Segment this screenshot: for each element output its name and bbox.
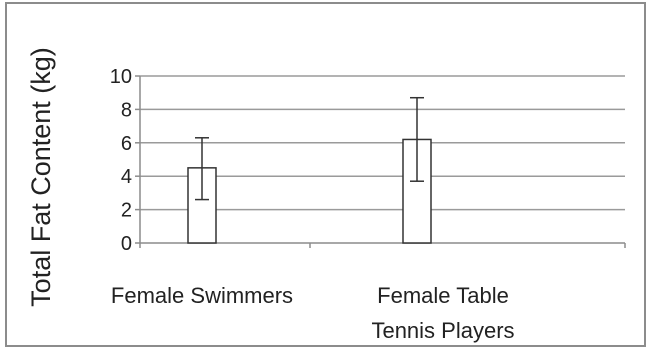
chart-frame: [5, 2, 646, 347]
y-tick-label: 4: [121, 166, 132, 188]
y-tick-label: 0: [121, 233, 132, 255]
y-tick-label: 6: [121, 133, 132, 155]
y-tick-labels: 0 2 4 6 8 10: [110, 66, 132, 255]
y-axis-title: Total Fat Content (kg): [26, 47, 56, 307]
y-tick-label: 8: [121, 99, 132, 121]
x-tick-labels: Female Swimmers Female Table Tennis Player…: [111, 283, 515, 343]
y-tick-label: 2: [121, 200, 132, 222]
x-tick-label: Tennis Players: [371, 318, 514, 343]
gridlines: [140, 75, 625, 211]
y-tick-label: 10: [110, 66, 132, 88]
bars: [187, 138, 432, 244]
error-bars: [195, 96, 424, 201]
x-tick-label: Female Table: [377, 283, 509, 308]
axes: [135, 75, 626, 248]
bar: [402, 138, 432, 244]
x-tick-label: Female Swimmers: [111, 283, 293, 308]
